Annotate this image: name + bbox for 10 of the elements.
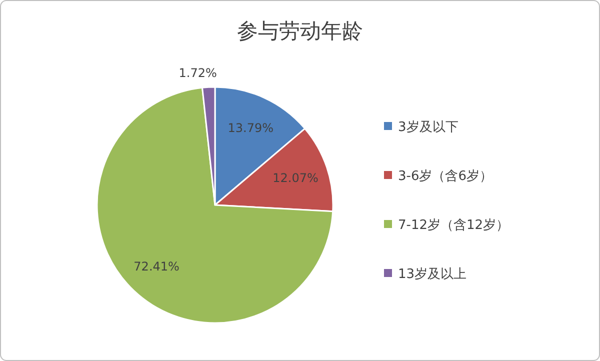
pie-slice [96,86,334,324]
data-label: 72.41% [134,260,180,274]
data-label: 12.07% [272,170,318,185]
legend-label: 3岁及以下 [398,120,458,135]
legend-label: 3-6岁（含6岁） [398,169,493,184]
chart-title: 参与劳动年龄 [237,19,363,43]
data-label: 13.79% [228,120,274,135]
legend-label: 13岁及以上 [398,267,467,282]
data-label: 1.72% [178,66,217,80]
legend-label: 7-12岁（含12岁） [398,218,510,233]
